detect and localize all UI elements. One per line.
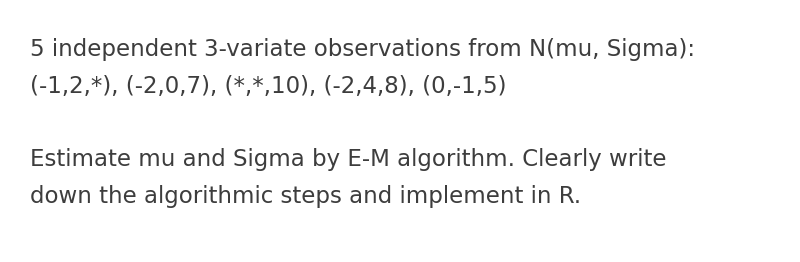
Text: Estimate mu and Sigma by E-M algorithm. Clearly write: Estimate mu and Sigma by E-M algorithm. … bbox=[30, 148, 666, 171]
Text: (-1,2,*), (-2,0,7), (*,*,10), (-2,4,8), (0,-1,5): (-1,2,*), (-2,0,7), (*,*,10), (-2,4,8), … bbox=[30, 75, 506, 98]
Text: down the algorithmic steps and implement in R.: down the algorithmic steps and implement… bbox=[30, 185, 581, 208]
Text: 5 independent 3-variate observations from N(mu, Sigma):: 5 independent 3-variate observations fro… bbox=[30, 38, 695, 61]
